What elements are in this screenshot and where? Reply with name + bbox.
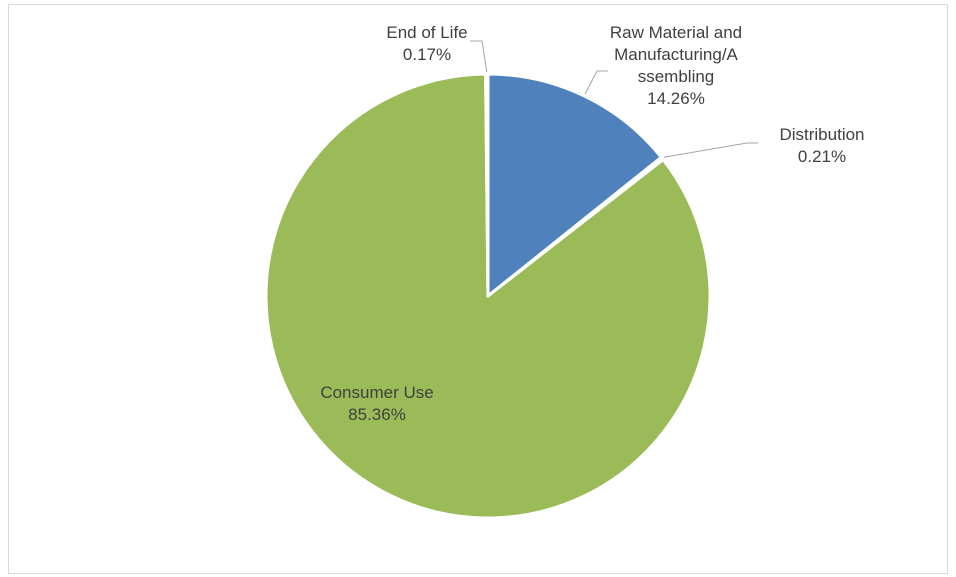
leader-line-raw (584, 70, 608, 95)
data-label-dist: Distribution 0.21% (779, 125, 864, 166)
pie-slices (264, 72, 712, 520)
data-labels: Raw Material and Manufacturing/A ssembling… (320, 23, 864, 424)
leader-line-eol (470, 40, 488, 73)
leader-line-dist (663, 142, 758, 158)
data-label-raw: Raw Material and Manufacturing/A ssembling… (610, 23, 742, 108)
data-label-use: Consumer Use 85.36% (320, 383, 433, 424)
data-label-eol: End of Life 0.17% (386, 23, 467, 64)
pie-slice-raw (486, 72, 663, 298)
pie-slice-eol (484, 72, 490, 298)
leader-lines (470, 40, 758, 158)
